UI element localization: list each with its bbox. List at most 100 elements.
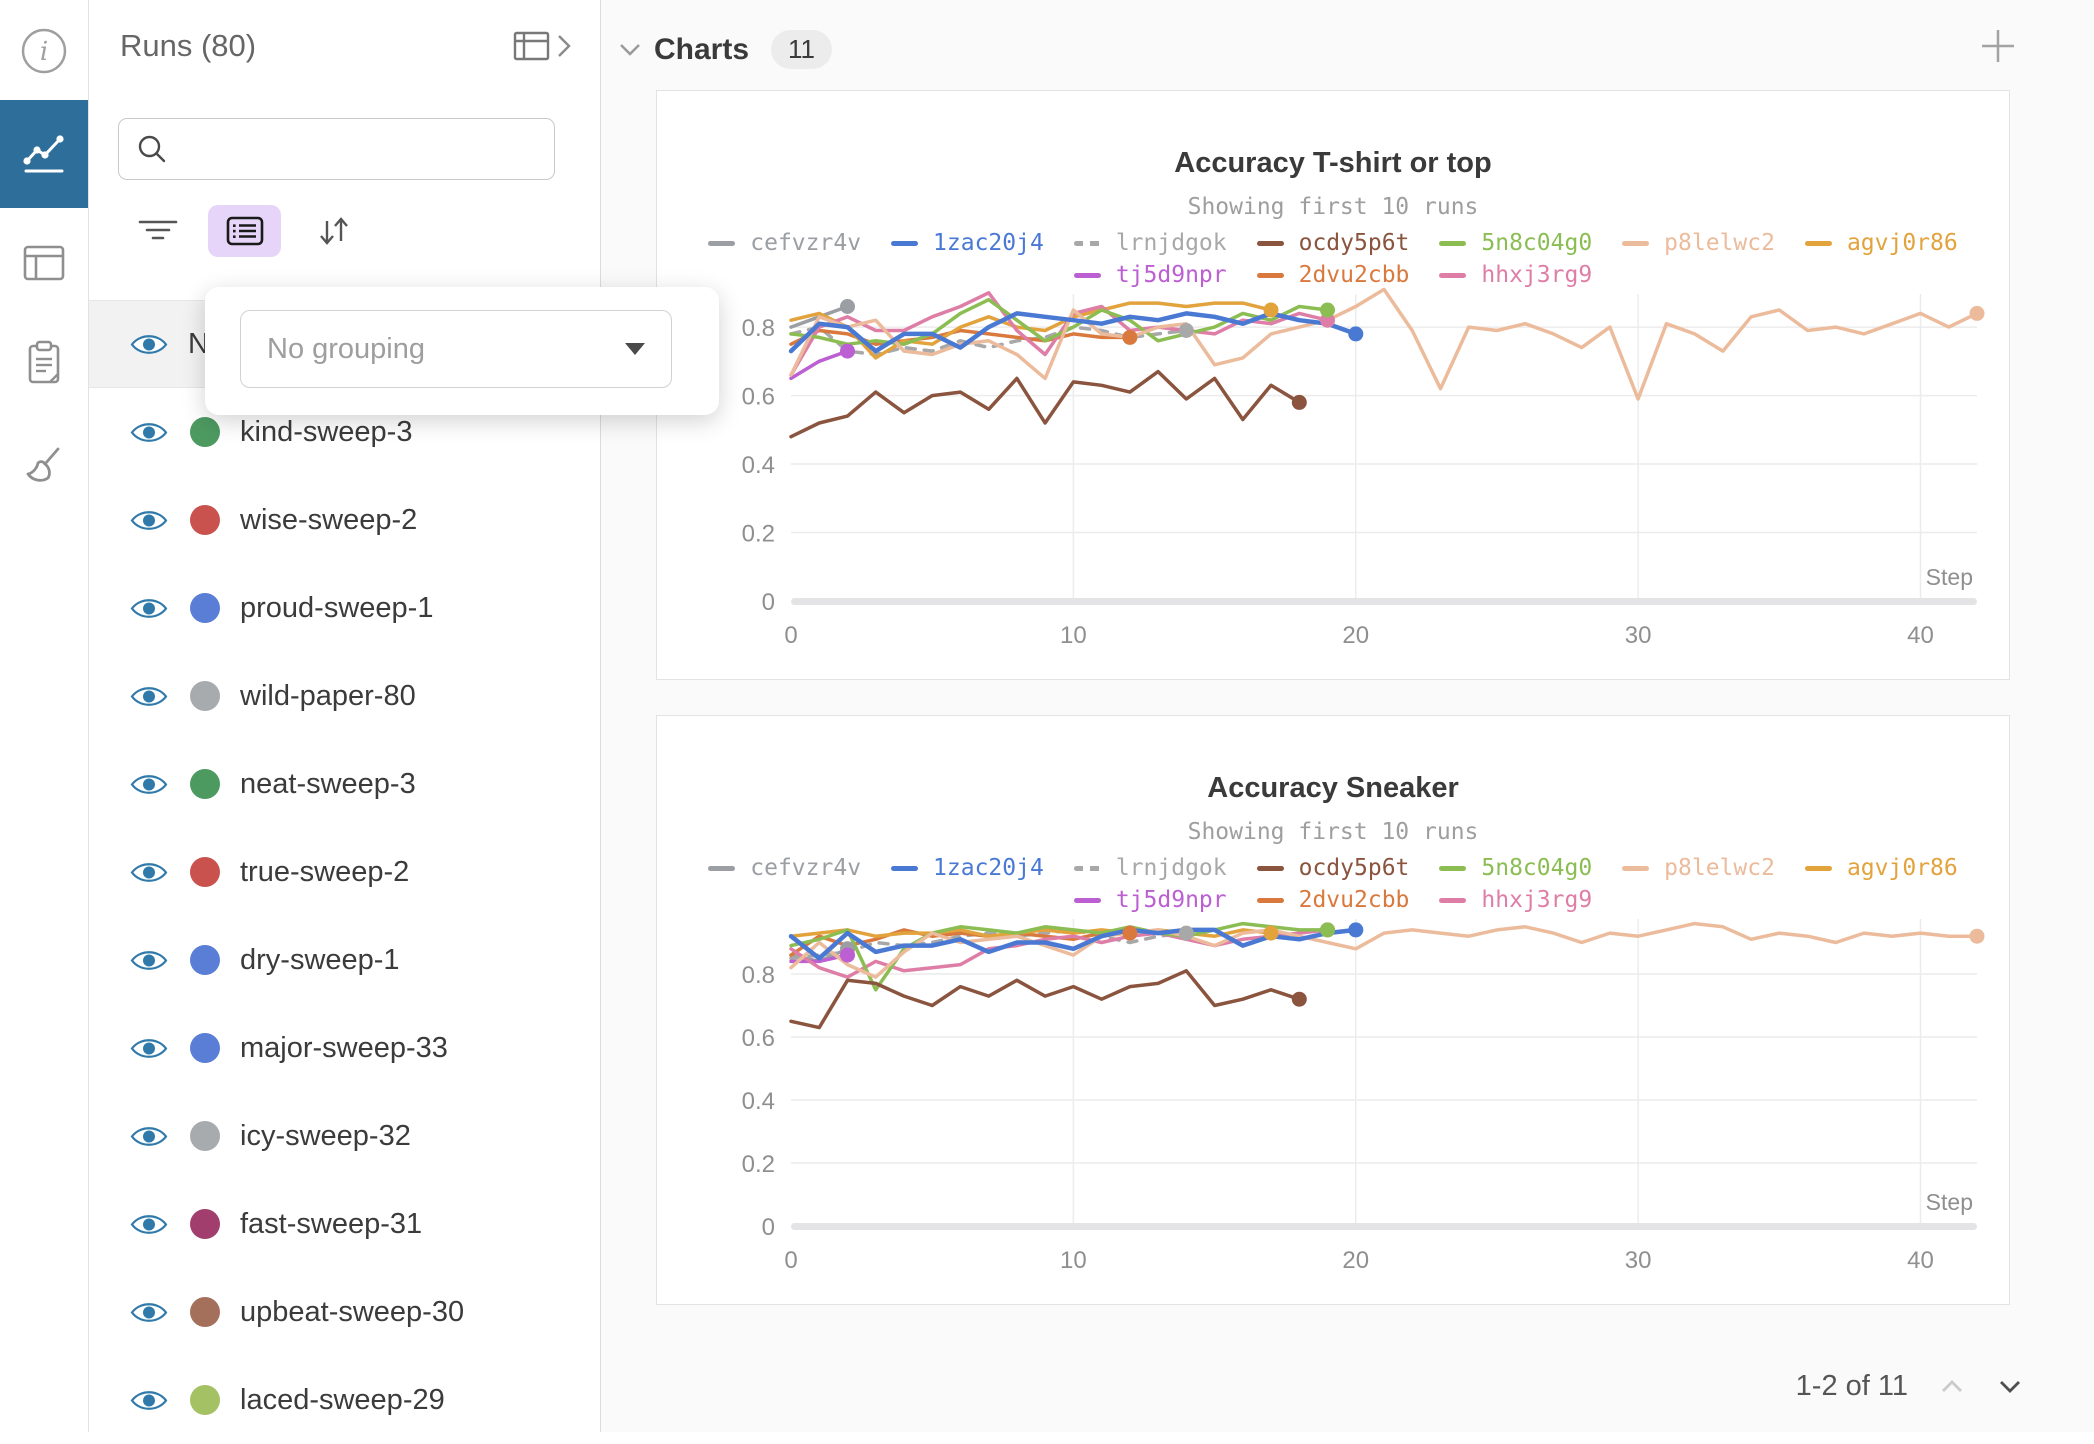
chart-legend: cefvzr4v 1zac20j4 lrnjdgok ocdy5p6t 5n8c04g0…: [657, 229, 2009, 289]
legend-item[interactable]: tj5d9npr: [1073, 261, 1227, 289]
grouping-select[interactable]: No grouping: [240, 310, 672, 388]
legend-item[interactable]: hhxj3rg9: [1439, 886, 1592, 914]
legend-item[interactable]: cefvzr4v: [708, 229, 861, 257]
legend-item[interactable]: lrnjdgok: [1073, 854, 1227, 882]
pagination-next-button[interactable]: [1996, 1377, 2024, 1396]
legend-swatch: [1073, 865, 1101, 871]
notes-nav-button[interactable]: [0, 336, 88, 390]
chart-plot[interactable]: 0 0.2 0.4 0.6 0.8 0 10 20 30 40 Step: [657, 286, 2011, 658]
legend-item[interactable]: 5n8c04g0: [1439, 854, 1592, 882]
search-icon: [138, 135, 166, 163]
visibility-eye-toggle[interactable]: [130, 683, 168, 710]
group-list-view-button[interactable]: [208, 205, 281, 257]
run-name-label[interactable]: icy-sweep-32: [240, 1119, 411, 1152]
run-row[interactable]: proud-sweep-1: [88, 564, 600, 652]
add-panel-button[interactable]: [1974, 22, 2022, 73]
legend-label: 2dvu2cbb: [1298, 887, 1410, 913]
legend-swatch: [708, 240, 736, 246]
run-color-dot: [190, 1121, 220, 1151]
visibility-eye-toggle[interactable]: [130, 947, 168, 974]
caret-down-icon: [625, 343, 645, 355]
legend-item[interactable]: tj5d9npr: [1073, 886, 1227, 914]
legend-item[interactable]: p8lelwc2: [1622, 229, 1775, 257]
run-row[interactable]: major-sweep-33: [88, 1004, 600, 1092]
visibility-eye-toggle[interactable]: [130, 595, 168, 622]
run-name-label[interactable]: proud-sweep-1: [240, 591, 434, 624]
visibility-eye-toggle[interactable]: [130, 1211, 168, 1238]
visibility-eye-toggle[interactable]: [130, 859, 168, 886]
chart-plot[interactable]: 0 0.2 0.4 0.6 0.8 0 10 20 30 40 Step: [657, 911, 2011, 1283]
charts-nav-button-active[interactable]: [0, 100, 88, 208]
run-name-label[interactable]: laced-sweep-29: [240, 1383, 445, 1416]
run-name-label[interactable]: wild-paper-80: [240, 679, 416, 712]
visibility-eye-toggle[interactable]: [130, 507, 168, 534]
run-row[interactable]: upbeat-sweep-30: [88, 1268, 600, 1356]
visibility-eye-toggle[interactable]: [130, 1123, 168, 1150]
run-name-label[interactable]: kind-sweep-3: [240, 415, 413, 448]
run-row[interactable]: icy-sweep-32: [88, 1092, 600, 1180]
legend-swatch: [1073, 897, 1101, 903]
legend-item[interactable]: 1zac20j4: [891, 229, 1044, 257]
legend-item[interactable]: 5n8c04g0: [1439, 229, 1592, 257]
svg-text:0.6: 0.6: [742, 384, 775, 411]
runs-panel-title: Runs (80): [120, 28, 257, 63]
pagination-prev-button[interactable]: [1938, 1377, 1966, 1396]
run-name-label[interactable]: neat-sweep-3: [240, 767, 416, 800]
visibility-eye-toggle[interactable]: [130, 1387, 168, 1414]
info-nav-button[interactable]: i: [0, 26, 88, 76]
visibility-eye-toggle[interactable]: [130, 771, 168, 798]
charts-section-title: Charts: [654, 32, 750, 66]
legend-item[interactable]: 1zac20j4: [891, 854, 1044, 882]
visibility-eye-toggle[interactable]: [130, 1299, 168, 1326]
expand-runs-table-button[interactable]: [512, 28, 572, 64]
svg-text:10: 10: [1060, 622, 1087, 649]
legend-label: p8lelwc2: [1664, 855, 1775, 881]
run-name-label[interactable]: wise-sweep-2: [240, 503, 418, 536]
legend-item[interactable]: agvj0r86: [1804, 854, 1958, 882]
legend-item[interactable]: agvj0r86: [1804, 229, 1958, 257]
charts-section-header[interactable]: Charts 11: [618, 30, 833, 69]
legend-item[interactable]: ocdy5p6t: [1256, 854, 1410, 882]
runs-search-input[interactable]: [181, 128, 554, 170]
visibility-eye-toggle[interactable]: [130, 331, 168, 358]
legend-item[interactable]: ocdy5p6t: [1256, 229, 1409, 257]
run-name-label[interactable]: fast-sweep-31: [240, 1207, 423, 1240]
chevron-down-icon: [2000, 1381, 2020, 1393]
run-row[interactable]: true-sweep-2: [88, 828, 600, 916]
run-name-label[interactable]: upbeat-sweep-30: [240, 1295, 465, 1328]
legend-item[interactable]: 2dvu2cbb: [1256, 261, 1409, 289]
run-color-dot: [190, 1209, 220, 1239]
sort-button[interactable]: [317, 215, 351, 247]
visibility-eye-toggle[interactable]: [130, 1035, 168, 1062]
sweeps-nav-button[interactable]: [0, 441, 88, 495]
run-row[interactable]: neat-sweep-3: [88, 740, 600, 828]
run-color-dot: [190, 593, 220, 623]
legend-item[interactable]: hhxj3rg9: [1439, 261, 1592, 289]
filter-button[interactable]: [138, 216, 178, 246]
legend-item[interactable]: lrnjdgok: [1073, 229, 1227, 257]
legend-label: ocdy5p6t: [1298, 855, 1410, 881]
run-color-dot: [190, 1385, 220, 1415]
legend-item[interactable]: 2dvu2cbb: [1256, 886, 1410, 914]
visibility-eye-toggle[interactable]: [130, 419, 168, 446]
run-row[interactable]: dry-sweep-1: [88, 916, 600, 1004]
svg-text:i: i: [40, 37, 48, 67]
pagination-label: 1-2 of 11: [1795, 1370, 1908, 1402]
table-nav-button[interactable]: [0, 238, 88, 288]
run-row[interactable]: fast-sweep-31: [88, 1180, 600, 1268]
run-row[interactable]: laced-sweep-29: [88, 1356, 600, 1444]
legend-item[interactable]: p8lelwc2: [1622, 854, 1775, 882]
run-name-label[interactable]: dry-sweep-1: [240, 943, 400, 976]
run-row[interactable]: kind-sweep-3: [88, 388, 600, 476]
run-name-label[interactable]: major-sweep-33: [240, 1031, 448, 1064]
legend-item[interactable]: cefvzr4v: [708, 854, 861, 882]
chart-legend: cefvzr4v 1zac20j4 lrnjdgok ocdy5p6t 5n8c04g0…: [657, 854, 2009, 914]
run-row[interactable]: wise-sweep-2: [88, 476, 600, 564]
svg-text:Step: Step: [1926, 564, 1973, 590]
legend-swatch: [1256, 897, 1284, 903]
legend-label: 1zac20j4: [933, 855, 1044, 881]
svg-text:0.8: 0.8: [742, 315, 775, 342]
run-name-label[interactable]: true-sweep-2: [240, 855, 410, 888]
run-row[interactable]: wild-paper-80: [88, 652, 600, 740]
legend-swatch: [1804, 865, 1832, 871]
